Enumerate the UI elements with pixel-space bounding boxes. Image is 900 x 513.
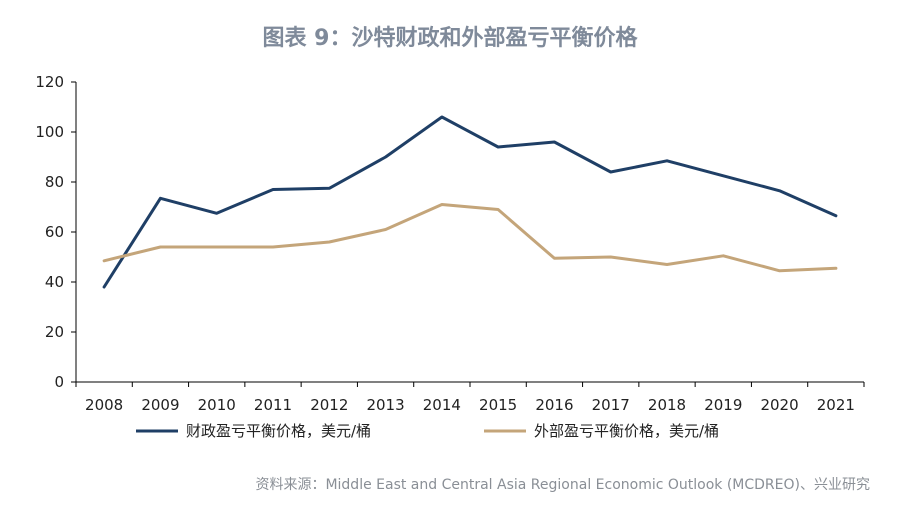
y-tick-label: 100 [35,123,64,141]
legend: 财政盈亏平衡价格，美元/桶 外部盈亏平衡价格，美元/桶 [136,422,719,440]
y-tick-label: 80 [45,173,64,191]
x-tick-label: 2020 [760,396,798,414]
x-tick-label: 2009 [141,396,179,414]
x-tick-label: 2016 [535,396,573,414]
y-tick-label: 60 [45,223,64,241]
legend-label-1: 财政盈亏平衡价格，美元/桶 [186,422,371,440]
legend-label-2: 外部盈亏平衡价格，美元/桶 [534,422,719,440]
x-tick-label: 2021 [817,396,855,414]
series-line-2 [102,203,838,273]
x-tick-label: 2011 [254,396,292,414]
x-tick-label: 2008 [85,396,123,414]
y-axis-ticks: 0 20 40 60 80 100 120 [35,73,76,391]
x-tick-label: 2010 [198,396,236,414]
y-tick-label: 0 [54,373,64,391]
chart-title: 图表 9：沙特财政和外部盈亏平衡价格 [262,26,638,51]
x-tick-label: 2013 [366,396,404,414]
x-tick-label: 2017 [592,396,630,414]
x-tick-label: 2018 [648,396,686,414]
y-tick-label: 20 [45,323,64,341]
x-tick-label: 2015 [479,396,517,414]
series-lines [102,115,838,289]
y-tick-label: 40 [45,273,64,291]
x-tick-label: 2014 [423,396,461,414]
source-note: 资料来源：Middle East and Central Asia Region… [255,477,870,493]
y-tick-label: 120 [35,73,64,91]
series-line-1 [102,115,838,289]
x-axis-ticks: 2008 2009 2010 2011 2012 2013 2014 2015 2016 2017… [75,382,865,414]
chart-axes [75,82,864,383]
x-tick-label: 2019 [704,396,742,414]
x-tick-label: 2012 [310,396,348,414]
